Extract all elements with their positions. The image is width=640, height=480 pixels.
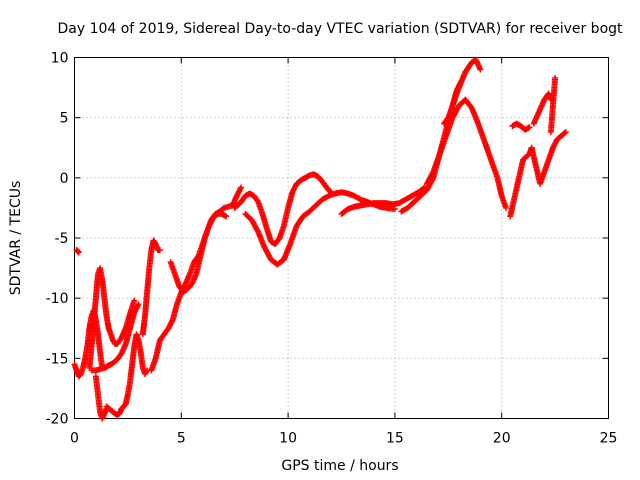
y-tick-label: 5 xyxy=(60,111,69,127)
y-tick-label: -20 xyxy=(46,412,69,428)
data-point xyxy=(131,297,138,304)
data-point xyxy=(458,78,465,85)
y-tick-label: -10 xyxy=(46,291,69,307)
y-axis-label: SDTVAR / TECUs xyxy=(8,181,24,296)
x-tick-label: 0 xyxy=(70,431,79,447)
data-point xyxy=(502,204,509,211)
data-point xyxy=(547,129,554,136)
data-point xyxy=(561,130,568,137)
x-tick-label: 25 xyxy=(600,431,618,447)
data-point xyxy=(238,184,245,191)
data-point xyxy=(223,213,230,220)
data-marks xyxy=(71,56,569,422)
x-tick-label: 10 xyxy=(279,431,297,447)
data-point xyxy=(156,247,163,254)
data-point xyxy=(526,124,533,131)
axis-ticks: 0 5 10 15 20 25 -20 -15 -10 -5 0 5 10 xyxy=(46,51,618,447)
data-point xyxy=(562,129,569,136)
y-tick-label: -15 xyxy=(46,351,69,367)
data-point xyxy=(391,206,398,213)
data-point xyxy=(135,301,142,308)
data-point xyxy=(477,66,484,73)
data-point xyxy=(75,249,82,256)
data-point xyxy=(143,368,150,375)
data-point xyxy=(151,239,158,246)
y-tick-label: 0 xyxy=(60,171,69,187)
x-tick-label: 20 xyxy=(493,431,511,447)
chart-title: Day 104 of 2019, Sidereal Day-to-day VTE… xyxy=(57,21,623,37)
y-tick-label: -5 xyxy=(55,231,69,247)
x-axis-label: GPS time / hours xyxy=(281,458,398,474)
y-tick-label: 10 xyxy=(51,51,69,67)
x-tick-label: 5 xyxy=(177,431,186,447)
x-tick-label: 15 xyxy=(386,431,404,447)
